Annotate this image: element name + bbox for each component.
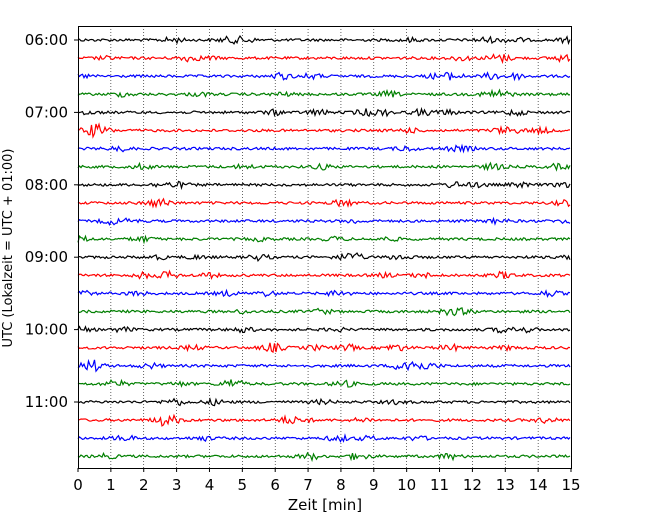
seismic-trace (77, 34, 571, 46)
seismic-trace (77, 413, 571, 427)
y-tick-label: 11:00 (25, 393, 68, 411)
seismic-trace (77, 180, 571, 191)
seismic-trace (77, 197, 571, 209)
seismic-trace (77, 433, 571, 443)
y-tick-label: 06:00 (25, 31, 68, 49)
x-tick-label: 7 (303, 476, 313, 494)
y-axis: 06:00 07:00 08:00 09:00 10:00 11:00 (25, 31, 78, 411)
x-tick-label: 15 (561, 476, 580, 494)
seismic-trace (77, 451, 571, 463)
seismic-trace (77, 342, 571, 354)
seismic-trace (77, 288, 571, 298)
x-tick-label: 3 (172, 476, 182, 494)
x-tick-label: 0 (73, 476, 83, 494)
seismic-trace (77, 216, 571, 226)
seismic-trace (77, 234, 571, 245)
x-tick-label: 9 (369, 476, 379, 494)
seismic-trace (77, 358, 571, 373)
seismic-trace (77, 397, 571, 407)
seismic-trace (77, 143, 571, 154)
x-tick-label: 2 (139, 476, 149, 494)
y-tick-label: 07:00 (25, 103, 68, 121)
seismic-trace (77, 71, 571, 82)
seismic-trace (77, 307, 571, 317)
seismic-trace (77, 161, 571, 172)
x-tick-label: 6 (270, 476, 280, 494)
y-tick-label: 10:00 (25, 321, 68, 339)
x-tick-label: 12 (463, 476, 482, 494)
plot-frame (78, 26, 572, 469)
x-axis: 0 1 2 3 4 5 6 7 8 9 10 11 12 13 14 15 (73, 468, 581, 494)
seismic-trace (77, 269, 571, 280)
y-tick-label: 09:00 (25, 248, 68, 266)
x-tick-label: 5 (238, 476, 248, 494)
seismic-trace (77, 53, 571, 65)
y-axis-label: UTC (Lokalzeit = UTC + 01:00) (1, 149, 16, 348)
x-tick-label: 10 (397, 476, 416, 494)
x-tick-label: 11 (430, 476, 449, 494)
x-axis-label: Zeit [min] (288, 496, 362, 514)
x-tick-label: 13 (496, 476, 515, 494)
seismic-trace (77, 325, 571, 334)
seismic-trace (77, 378, 571, 388)
y-tick-label: 08:00 (25, 176, 68, 194)
seismic-trace (77, 88, 571, 98)
x-tick-label: 8 (336, 476, 346, 494)
seismic-trace (77, 252, 571, 263)
x-tick-label: 1 (106, 476, 116, 494)
x-tick-label: 4 (205, 476, 215, 494)
x-tick-label: 14 (529, 476, 548, 494)
seismic-trace (77, 122, 571, 139)
seismic-trace (77, 106, 571, 118)
trace-group (77, 34, 571, 463)
